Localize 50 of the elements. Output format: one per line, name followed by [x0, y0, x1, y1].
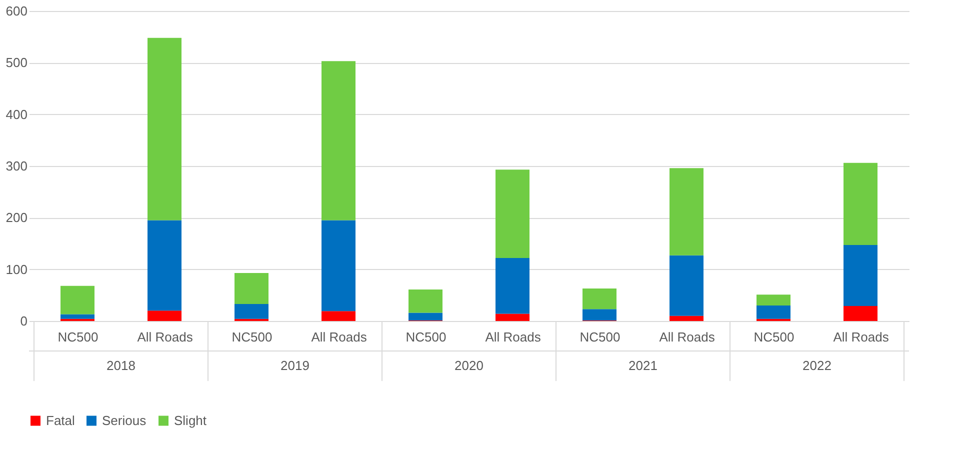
x-tick-label: NC500 — [580, 330, 620, 344]
y-tick-label: 100 — [6, 262, 28, 277]
bar — [322, 311, 356, 321]
y-tick-label: 200 — [6, 210, 28, 226]
bar — [844, 306, 878, 321]
bar — [148, 220, 182, 311]
text: 2020 — [454, 358, 484, 373]
legend-label: Slight — [174, 412, 207, 428]
bar — [756, 294, 790, 306]
bar — [408, 312, 442, 320]
x-tick-label: All Roads — [311, 330, 368, 344]
legend-label: Serious — [102, 412, 147, 428]
bar — [496, 258, 530, 314]
text: 2022 — [802, 358, 832, 373]
bar — [670, 255, 704, 316]
y-tick-label: 400 — [6, 106, 28, 122]
bar — [670, 316, 704, 321]
bar — [844, 162, 878, 246]
x-tick-label: NC500 — [754, 330, 794, 344]
bar — [408, 289, 442, 313]
text: 2018 — [106, 358, 136, 373]
bar — [322, 220, 356, 312]
bar — [148, 38, 182, 220]
y-tick-label: 600 — [6, 4, 28, 18]
bar — [60, 314, 94, 319]
bar — [844, 245, 878, 306]
y-tick-label: 300 — [6, 158, 28, 174]
bar — [148, 310, 182, 321]
legend-label: Fatal — [46, 412, 76, 428]
text: 2019 — [280, 358, 310, 373]
x-tick-label: NC500 — [406, 330, 446, 344]
x-tick-label: All Roads — [659, 330, 716, 344]
x-tick-label: NC500 — [232, 330, 272, 344]
x-tick-label: All Roads — [137, 330, 194, 344]
bar — [234, 272, 268, 304]
bar — [756, 306, 790, 319]
x-tick-label: All Roads — [485, 330, 542, 344]
bar — [496, 314, 530, 321]
y-tick-label: 0 — [20, 314, 28, 328]
text: 2021 — [628, 358, 658, 373]
bar — [582, 288, 616, 310]
bar — [496, 170, 530, 258]
x-tick-label: All Roads — [833, 330, 890, 344]
y-tick-label: 500 — [6, 55, 28, 70]
bar — [670, 168, 704, 256]
bar — [60, 286, 94, 314]
bar — [234, 304, 268, 319]
x-tick-label: NC500 — [58, 330, 98, 344]
bar — [322, 61, 356, 220]
bar — [582, 309, 616, 320]
